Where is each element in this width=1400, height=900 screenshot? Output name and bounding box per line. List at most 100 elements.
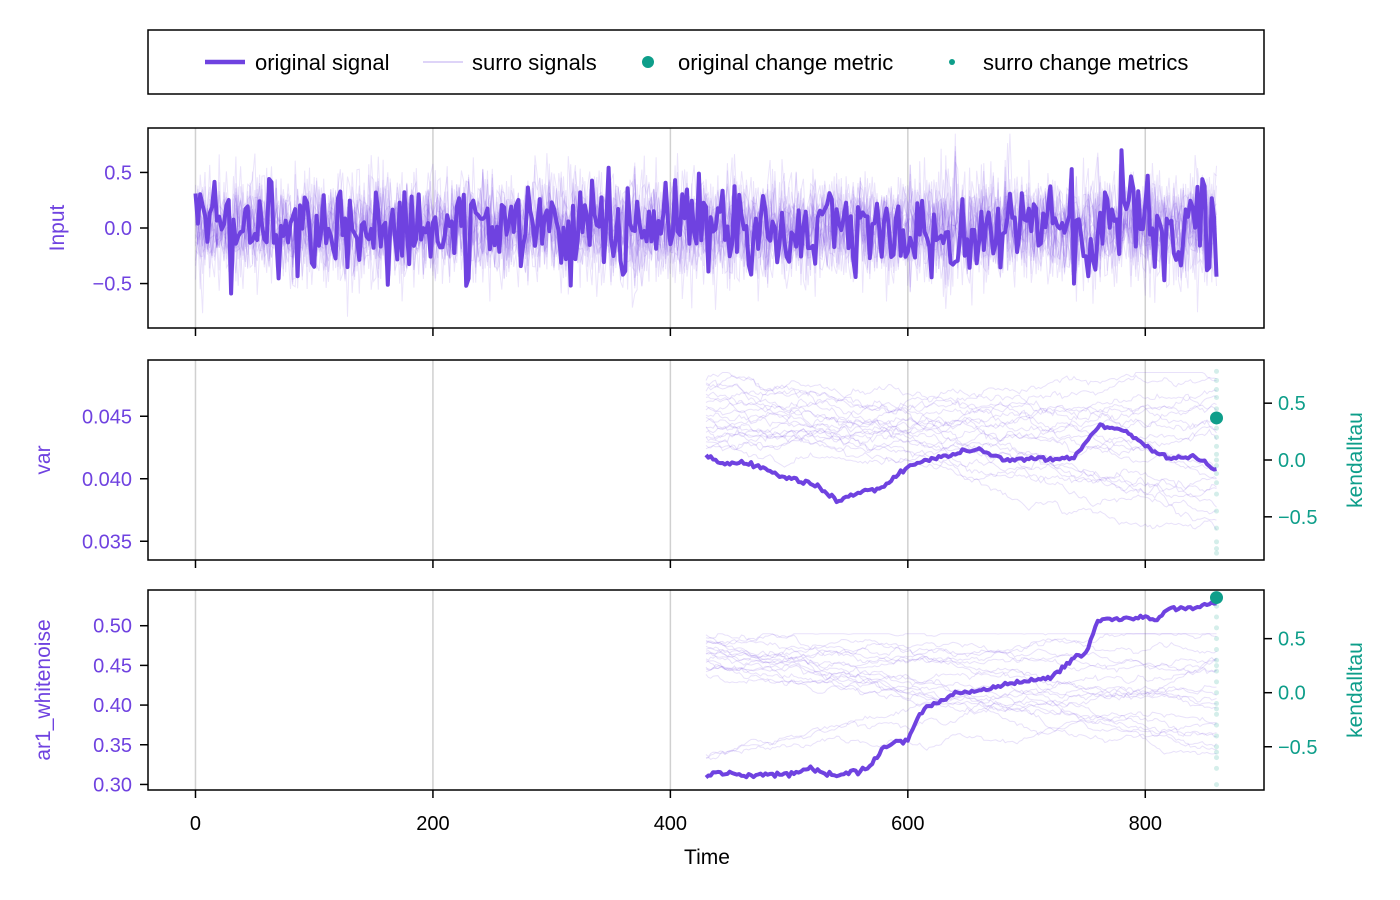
surro-change-metric-dot: [1214, 646, 1220, 652]
y2-tick-label: −0.5: [1278, 507, 1317, 529]
y-tick-label: 0.5: [104, 162, 132, 184]
legend-entry: surro signals: [423, 50, 597, 75]
surro-signal-line: [705, 638, 1217, 677]
y-tick-label: 0.30: [93, 774, 132, 796]
x-tick-label: 400: [654, 813, 687, 835]
original-signal-line: [704, 422, 1217, 504]
y-axis-label: var: [32, 445, 55, 474]
surro-signal-line: [705, 393, 1217, 451]
surro-signal-line: [705, 383, 1217, 432]
surro-signal-line: [705, 416, 1217, 508]
surro-change-metric-dot: [1214, 755, 1220, 761]
original-change-metric-dot: [1210, 411, 1224, 425]
surro-signal-line: [705, 408, 1217, 470]
plot-area: [193, 133, 1219, 317]
surro-change-metric-dot: [1214, 765, 1220, 771]
surro-signal-line: [705, 660, 1217, 747]
surro-change-metric-dot: [1214, 690, 1220, 696]
surro-signal-line: [705, 633, 1217, 706]
x-tick-label: 600: [891, 813, 924, 835]
surro-signal-line: [705, 711, 1217, 758]
surro-change-metric-dot: [1214, 550, 1220, 556]
x-tick-label: 200: [416, 813, 449, 835]
y-tick-label: 0.040: [82, 469, 132, 491]
surro-signal-line: [705, 374, 1217, 480]
surro-change-metric-dot: [1214, 614, 1220, 620]
surro-change-metric-dot: [1214, 546, 1220, 552]
surro-change-metric-dot: [1214, 733, 1220, 739]
legend-label: original signal: [255, 50, 390, 75]
surro-signal-line: [705, 372, 1217, 515]
surro-change-metric-dot: [1214, 406, 1220, 412]
surro-change-metric-dot: [1214, 668, 1220, 674]
surro-change-metric-dot: [1214, 457, 1220, 463]
y2-tick-label: 0.5: [1278, 393, 1306, 415]
original-change-metric-dot: [1210, 591, 1224, 605]
surro-signal-line: [705, 379, 1217, 431]
surro-change-metric-dot: [1214, 463, 1220, 469]
surro-signal-line: [705, 633, 1217, 642]
y2-tick-label: 0.5: [1278, 629, 1306, 651]
panel-frame: [147, 359, 1265, 561]
surro-signal-line: [705, 423, 1217, 454]
surro-change-metric-dot: [1214, 706, 1220, 712]
surro-change-metric-dot: [1214, 749, 1220, 755]
y2-tick-label: 0.0: [1278, 450, 1306, 472]
plot-area: [704, 600, 1217, 780]
surro-change-metric-dot: [1214, 443, 1220, 449]
surro-signal-line: [705, 402, 1217, 470]
y-tick-label: −0.5: [93, 274, 132, 296]
surro-change-metric-dot: [1214, 711, 1220, 717]
y-axis-label: ar1_whitenoise: [32, 619, 55, 760]
y2-axis-label: kendalltau: [1344, 412, 1367, 508]
surro-change-metric-dot: [1214, 377, 1220, 383]
surro-change-metric-dot: [1214, 425, 1220, 431]
surro-signal-line: [705, 639, 1217, 675]
panel-frame: [147, 589, 1265, 791]
y-tick-label: 0.40: [93, 695, 132, 717]
legend-label: original change metric: [678, 50, 893, 75]
original-signal-line: [704, 600, 1217, 780]
surro-change-metric-dot: [1214, 663, 1220, 669]
y2-axis-label: kendalltau: [1344, 642, 1367, 738]
surro-change-metric-dot: [1214, 636, 1220, 642]
original-signal-line: [193, 148, 1219, 296]
surro-signal-line: [705, 372, 1217, 409]
y-tick-label: 0.045: [82, 406, 132, 428]
y2-tick-label: −0.5: [1278, 737, 1317, 759]
legend-entry: original change metric: [642, 50, 893, 75]
surro-change-metric-dot: [1214, 539, 1220, 545]
legend-swatch-original-metric: [642, 56, 654, 68]
surro-signal-line: [705, 649, 1217, 673]
surro-signal-line: [705, 405, 1217, 452]
surro-change-metric-dot: [1214, 657, 1220, 663]
surro-signal-line: [705, 652, 1217, 694]
surro-change-metric-dot: [1214, 395, 1220, 400]
surro-change-metric-dot: [1214, 701, 1220, 707]
surro-signal-line: [705, 633, 1217, 661]
surro-signal-line: [705, 426, 1217, 461]
x-tick-label: 800: [1129, 813, 1162, 835]
surro-change-metric-dot: [1214, 491, 1220, 497]
legend-label: surro signals: [472, 50, 597, 75]
surro-change-metric-dot: [1214, 603, 1220, 609]
surro-signal-line: [705, 674, 1217, 755]
surro-signal-line: [705, 650, 1217, 737]
surro-signal-line: [705, 436, 1217, 531]
surro-signal-line: [705, 396, 1217, 522]
surro-signal-line: [705, 429, 1217, 493]
surro-change-metric-dot: [1214, 782, 1220, 788]
y-tick-label: 0.035: [82, 531, 132, 553]
x-axis-label: Time: [684, 846, 730, 869]
y-tick-label: 0.45: [93, 655, 132, 677]
surro-change-metric-dot: [1214, 508, 1220, 514]
surro-signal-line: [705, 642, 1217, 668]
surro-change-metric-dot: [1214, 368, 1220, 374]
surro-change-metric-dot: [1214, 471, 1220, 477]
y-tick-label: 0.50: [93, 616, 132, 638]
y-tick-label: 0.35: [93, 735, 132, 757]
panel-var: 0.035 0.040 0.045 var −0.5 0.0 0.5 kendalltau: [32, 359, 1367, 568]
surro-signal-line: [705, 374, 1217, 422]
legend-label: surro change metrics: [983, 50, 1188, 75]
